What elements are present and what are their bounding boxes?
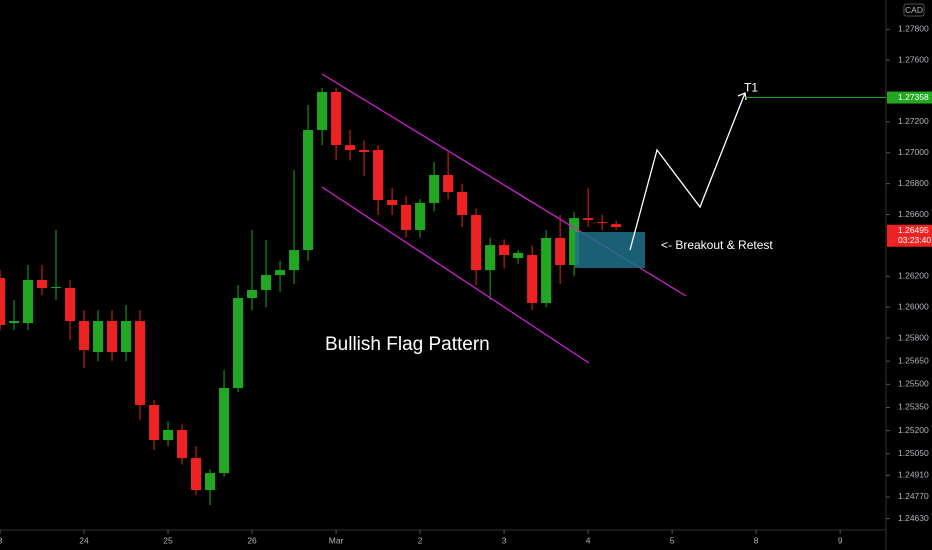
candle-body [359, 150, 370, 153]
candle-body [275, 270, 286, 276]
x-tick-label: Mar [329, 535, 344, 545]
candle-body [331, 91, 342, 146]
y-tick-label: 1.26800 [898, 178, 929, 188]
candle-body [303, 129, 314, 251]
candle-body [162, 429, 174, 441]
y-tick-label: 1.25350 [898, 402, 929, 412]
candle-body [471, 214, 482, 271]
candle-body [569, 218, 580, 265]
y-tick-label: 1.26000 [898, 301, 929, 311]
pattern-label: Bullish Flag Pattern [325, 334, 490, 355]
x-tick-label: 25 [163, 535, 173, 545]
y-tick-label: 1.25650 [898, 355, 929, 365]
candle-body [317, 91, 328, 130]
candle-body [191, 458, 202, 491]
candle-body [106, 321, 118, 353]
y-tick-label: 1.24630 [898, 513, 929, 523]
countdown: 03:23:40 [898, 235, 931, 245]
last-price-box [887, 224, 932, 247]
candle-body [233, 298, 244, 389]
projection-path [629, 92, 746, 251]
y-tick-label: 1.25200 [898, 425, 929, 435]
candle-body [0, 277, 6, 326]
candle-body [205, 473, 216, 491]
candle-body [50, 287, 62, 289]
retest-zone [575, 232, 645, 268]
x-tick-label: 2 [418, 535, 423, 545]
candle-body [401, 204, 412, 230]
y-tick-label: 1.25050 [898, 448, 929, 458]
y-tick-label: 1.26200 [898, 271, 929, 281]
candle-body [457, 191, 468, 215]
candle-body [583, 218, 594, 221]
target-price: 1.27358 [898, 92, 929, 102]
candle-body [513, 252, 524, 259]
x-tick-label: 9 [838, 535, 843, 545]
candle-body [261, 275, 272, 291]
candle-body [78, 321, 90, 351]
candle-body [415, 202, 426, 230]
y-tick-label: 1.27800 [898, 24, 929, 34]
x-tick-label: 26 [247, 535, 257, 545]
currency-label: CAD [905, 5, 923, 15]
candle-body [597, 222, 608, 224]
x-tick-label: 5 [670, 535, 675, 545]
y-tick-label: 1.24910 [898, 470, 929, 480]
candle-body [22, 279, 34, 324]
candle-body [36, 279, 48, 288]
candle-body [541, 237, 552, 303]
target-label: T1 [744, 81, 758, 95]
candle-body [8, 321, 20, 324]
x-tick-label: 8 [754, 535, 759, 545]
candle-body [247, 290, 258, 299]
candle-body [120, 321, 132, 353]
candle-body [373, 150, 384, 201]
candle-body [611, 224, 622, 228]
last-price: 1.26495 [898, 225, 929, 235]
y-tick-label: 1.26600 [898, 209, 929, 219]
candle-body [527, 254, 538, 303]
candle-body [177, 429, 188, 459]
candle-body [429, 175, 440, 203]
currency-box [903, 3, 925, 17]
candle-body [64, 287, 76, 322]
y-tick-label: 1.25800 [898, 332, 929, 342]
candle-body [289, 250, 300, 271]
y-tick-label: 1.27000 [898, 147, 929, 157]
target-price-box [887, 91, 932, 104]
x-tick-label: 3 [0, 535, 3, 545]
x-tick-label: 24 [79, 535, 89, 545]
plot-area [0, 87, 622, 505]
y-tick-label: 1.24770 [898, 491, 929, 501]
candle-body [134, 321, 146, 405]
candle-body [499, 245, 510, 255]
y-tick-label: 1.25500 [898, 379, 929, 389]
breakout-label: <- Breakout & Retest [661, 238, 773, 252]
channel-lower [321, 186, 590, 364]
y-tick-label: 1.27600 [898, 54, 929, 64]
candle-body [92, 321, 104, 353]
candle-body [219, 388, 230, 474]
candle-body [485, 245, 496, 271]
candle-body [345, 145, 356, 151]
candle-body [555, 237, 566, 265]
candle-body [148, 404, 160, 441]
x-tick-label: 3 [502, 535, 507, 545]
candle-body [443, 175, 454, 192]
x-tick-label: 4 [586, 535, 591, 545]
candle-body [387, 200, 398, 205]
y-tick-label: 1.27200 [898, 116, 929, 126]
